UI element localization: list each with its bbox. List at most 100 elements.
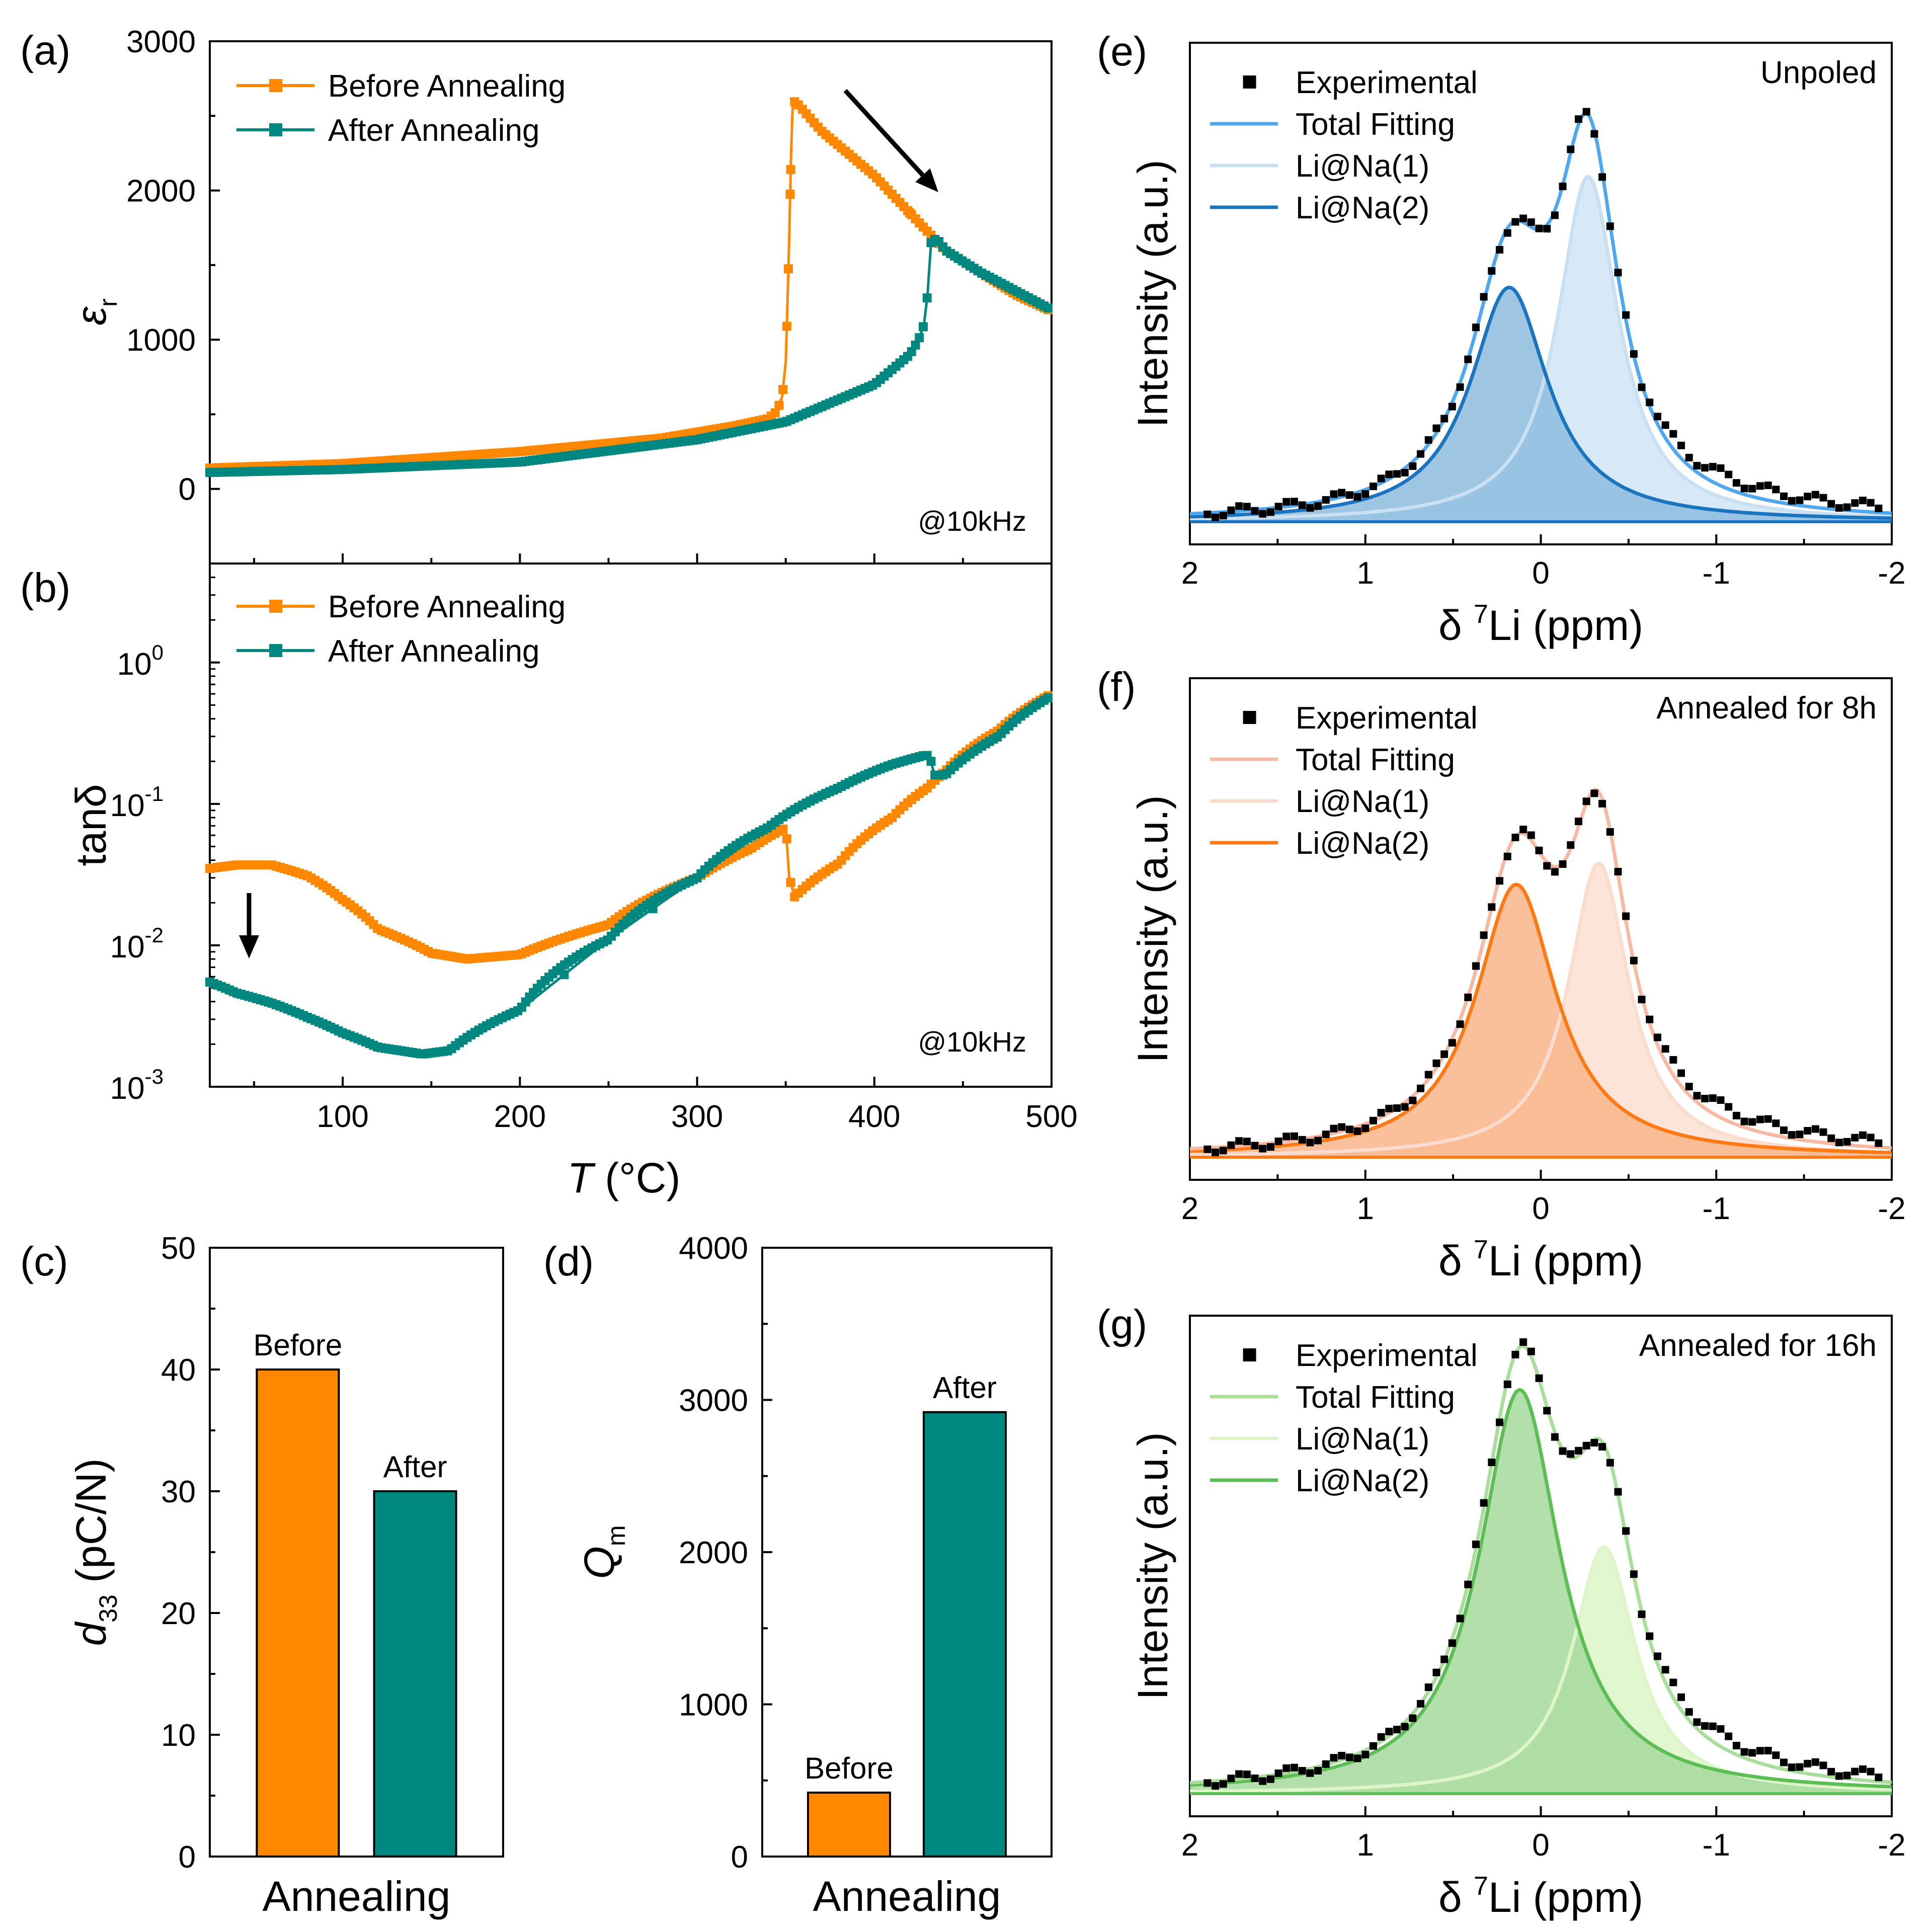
g-exp-point <box>1582 1441 1590 1450</box>
g-exp-point <box>1345 1753 1353 1761</box>
e-exp-point <box>1472 324 1480 332</box>
g-exp-point <box>1598 1443 1606 1451</box>
g-exp-point <box>1685 1708 1693 1716</box>
g-legend-label: Li@Na(1) <box>1296 1422 1429 1457</box>
b-marker <box>648 904 658 914</box>
g-exp-point <box>1732 1742 1740 1750</box>
e-exp-point <box>1345 491 1353 499</box>
f-exp-point <box>1488 903 1496 911</box>
e-xtick-label: 2 <box>1181 556 1198 591</box>
e-exp-point <box>1417 450 1425 458</box>
f-xtick-label: 1 <box>1357 1191 1374 1226</box>
e-exp-point <box>1503 229 1511 237</box>
f-exp-point <box>1456 1020 1464 1028</box>
g-exp-point <box>1717 1725 1725 1733</box>
e-exp-point <box>1291 498 1299 506</box>
f-exp-point <box>1251 1142 1259 1150</box>
a-line <box>209 99 1053 469</box>
f-exp-point <box>1345 1125 1353 1134</box>
b-arrow <box>239 893 259 958</box>
e-xtick-label: -1 <box>1703 556 1730 591</box>
f-exp-point <box>1559 860 1567 868</box>
e-exp-point <box>1622 311 1630 319</box>
e-exp-point <box>1266 508 1274 516</box>
b-xtick-label: 400 <box>848 1099 900 1134</box>
f-exp-point <box>1772 1119 1780 1128</box>
f-exp-point <box>1338 1123 1346 1131</box>
g-xlabel-rest: Li (ppm) <box>1488 1874 1643 1921</box>
f-exp-point <box>1527 831 1535 839</box>
b-ytick-exp: -3 <box>145 1065 164 1088</box>
g-exp-point <box>1409 1714 1417 1722</box>
e-xlabel-sup: 7 <box>1474 600 1488 629</box>
b-legend-marker <box>269 600 282 613</box>
e-exp-point <box>1709 463 1717 471</box>
a-arrow-shaft <box>843 89 925 177</box>
e-exp-point <box>1717 464 1725 472</box>
b-series-after <box>205 693 1053 1059</box>
a-marker <box>915 333 924 343</box>
f-exp-point <box>1306 1139 1314 1147</box>
e-exp-point <box>1535 224 1543 232</box>
e-exp-point <box>1725 470 1733 478</box>
g-exp-point <box>1740 1748 1748 1756</box>
a-marker <box>782 321 791 331</box>
a-ylabel-main: ε <box>67 306 115 326</box>
f-exp-point <box>1409 1096 1417 1104</box>
a-ytick-label: 0 <box>179 472 196 507</box>
e-exp-point <box>1519 214 1527 222</box>
a-legend-label: After Annealing <box>328 113 540 148</box>
e-exp-point <box>1314 502 1322 510</box>
g-exp-point <box>1401 1723 1409 1731</box>
g-exp-point <box>1693 1718 1701 1726</box>
f-exp-point <box>1685 1083 1693 1091</box>
c-bar-before <box>256 1369 340 1858</box>
g-exp-point <box>1875 1774 1883 1782</box>
g-experimental <box>1203 1338 1883 1790</box>
f-exp-point <box>1732 1111 1740 1119</box>
g-fill-li-na2 <box>1190 1390 1892 1794</box>
e-exp-point <box>1330 490 1338 498</box>
b-ytick-label: 10-3 <box>110 1065 164 1106</box>
g-xtick-label: 1 <box>1357 1828 1374 1863</box>
e-exp-point <box>1788 497 1796 505</box>
b-xlabel: T (°C) <box>568 1154 681 1201</box>
a-ylabel: εr <box>67 298 122 326</box>
g-exp-point <box>1361 1750 1370 1758</box>
a-ytick-label: 1000 <box>126 323 196 358</box>
g-exp-point <box>1266 1775 1274 1783</box>
g-exp-point <box>1385 1728 1393 1736</box>
e-exp-point <box>1496 246 1504 254</box>
c-ytick-label: 30 <box>161 1475 196 1509</box>
panel-label-a: (a) <box>20 28 70 73</box>
g-exp-point <box>1590 1439 1598 1447</box>
g-exp-point <box>1251 1775 1259 1783</box>
e-exp-point <box>1456 383 1464 391</box>
g-exp-point <box>1796 1763 1804 1771</box>
f-exp-point <box>1819 1128 1827 1136</box>
e-xlabel-delta: δ <box>1438 602 1474 649</box>
f-exp-point <box>1653 1033 1661 1041</box>
e-exp-point <box>1646 398 1654 407</box>
f-exp-point <box>1448 1039 1456 1047</box>
f-exp-point <box>1598 799 1606 808</box>
f-exp-point <box>1535 846 1543 854</box>
g-exp-point <box>1622 1527 1630 1535</box>
f-exp-point <box>1646 1015 1654 1023</box>
b-ytick-exp: -1 <box>145 782 164 806</box>
g-exp-point <box>1291 1763 1299 1772</box>
g-exp-point <box>1496 1418 1504 1426</box>
c-ytick-label: 10 <box>161 1718 196 1753</box>
g-legend-marker <box>1243 1348 1256 1361</box>
b-line <box>209 695 1053 1056</box>
e-exp-point <box>1811 491 1819 499</box>
e-exp-point <box>1480 293 1488 301</box>
b-xtick-label: 100 <box>316 1099 368 1134</box>
f-exp-point <box>1590 789 1598 797</box>
g-xtick-label: 0 <box>1532 1828 1549 1863</box>
b-ytick-exp: -2 <box>145 923 164 947</box>
f-exp-point <box>1709 1094 1717 1102</box>
f-exp-point <box>1725 1103 1733 1111</box>
g-exp-point <box>1709 1722 1717 1730</box>
g-exp-point <box>1701 1722 1709 1730</box>
